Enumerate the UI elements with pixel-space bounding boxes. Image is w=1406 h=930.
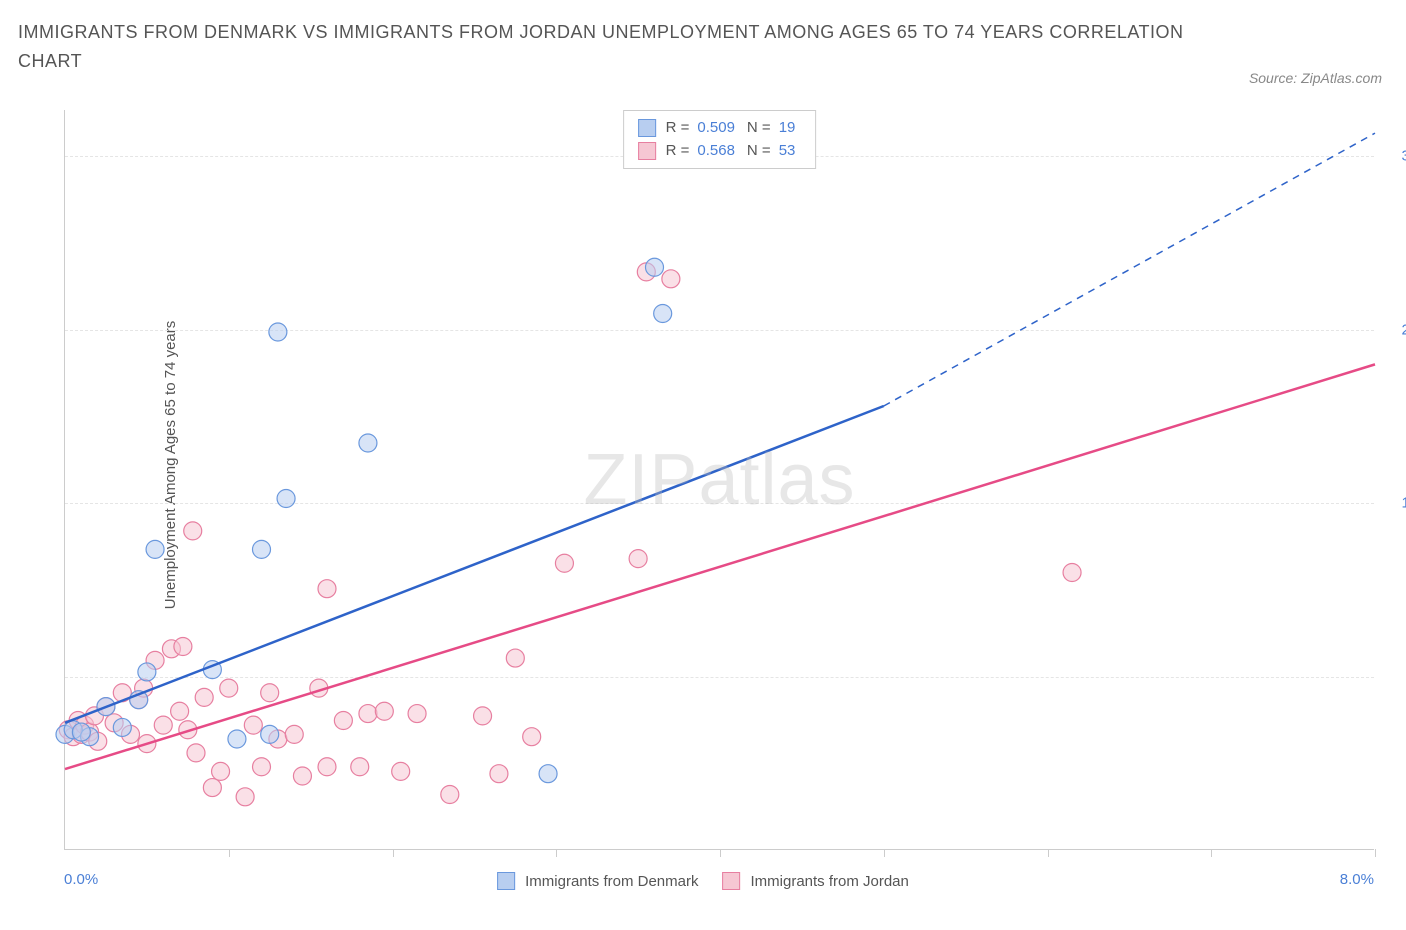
data-point <box>174 638 192 656</box>
data-point <box>555 554 573 572</box>
data-point <box>146 540 164 558</box>
data-point <box>253 540 271 558</box>
legend-row-denmark: R =0.509 N =19 <box>638 117 802 140</box>
data-point <box>408 705 426 723</box>
page-title: IMMIGRANTS FROM DENMARK VS IMMIGRANTS FR… <box>18 18 1218 76</box>
data-point <box>441 786 459 804</box>
legend-item: Immigrants from Denmark <box>497 872 698 890</box>
y-tick-label: 22.5% <box>1384 321 1406 338</box>
source-credit: Source: ZipAtlas.com <box>1249 70 1382 86</box>
data-point <box>220 679 238 697</box>
data-point <box>392 762 410 780</box>
data-point <box>113 718 131 736</box>
data-point <box>646 258 664 276</box>
data-point <box>261 684 279 702</box>
data-point <box>490 765 508 783</box>
data-point <box>154 716 172 734</box>
data-point <box>359 434 377 452</box>
data-point <box>236 788 254 806</box>
x-tick-max: 8.0% <box>1340 871 1374 888</box>
trend-line <box>65 364 1375 769</box>
data-point <box>654 305 672 323</box>
legend-label: Immigrants from Jordan <box>750 873 908 890</box>
data-point <box>253 758 271 776</box>
data-point <box>187 744 205 762</box>
data-point <box>171 702 189 720</box>
data-point <box>212 762 230 780</box>
data-point <box>293 767 311 785</box>
x-tick-min: 0.0% <box>64 871 98 888</box>
data-point <box>318 580 336 598</box>
legend-row-jordan: R =0.568 N =53 <box>638 140 802 163</box>
legend-label: Immigrants from Denmark <box>525 873 698 890</box>
data-point <box>1063 564 1081 582</box>
scatter-plot <box>65 110 1374 849</box>
data-point <box>334 712 352 730</box>
legend-swatch <box>722 872 740 890</box>
y-tick-label: 15.0% <box>1384 495 1406 512</box>
data-point <box>506 649 524 667</box>
swatch-denmark <box>638 119 656 137</box>
swatch-jordan <box>638 142 656 160</box>
data-point <box>277 490 295 508</box>
data-point <box>203 779 221 797</box>
data-point <box>269 323 287 341</box>
data-point <box>261 725 279 743</box>
y-tick-label: 7.5% <box>1384 668 1406 685</box>
data-point <box>285 725 303 743</box>
legend-stats: R =0.509 N =19 R =0.568 N =53 <box>623 110 817 169</box>
data-point <box>184 522 202 540</box>
data-point <box>662 270 680 288</box>
data-point <box>351 758 369 776</box>
data-point <box>629 550 647 568</box>
data-point <box>72 723 90 741</box>
data-point <box>138 663 156 681</box>
data-point <box>474 707 492 725</box>
legend-item: Immigrants from Jordan <box>722 872 908 890</box>
data-point <box>228 730 246 748</box>
trend-line <box>65 406 884 723</box>
trend-line-dashed <box>884 133 1375 406</box>
data-point <box>195 688 213 706</box>
chart-area: 7.5%15.0%22.5%30.0% ZIPatlas R =0.509 N … <box>64 110 1374 850</box>
y-tick-label: 30.0% <box>1384 148 1406 165</box>
data-point <box>375 702 393 720</box>
legend-bottom: Immigrants from Denmark Immigrants from J… <box>497 872 909 890</box>
data-point <box>523 728 541 746</box>
data-point <box>244 716 262 734</box>
data-point <box>318 758 336 776</box>
data-point <box>539 765 557 783</box>
data-point <box>359 705 377 723</box>
legend-swatch <box>497 872 515 890</box>
